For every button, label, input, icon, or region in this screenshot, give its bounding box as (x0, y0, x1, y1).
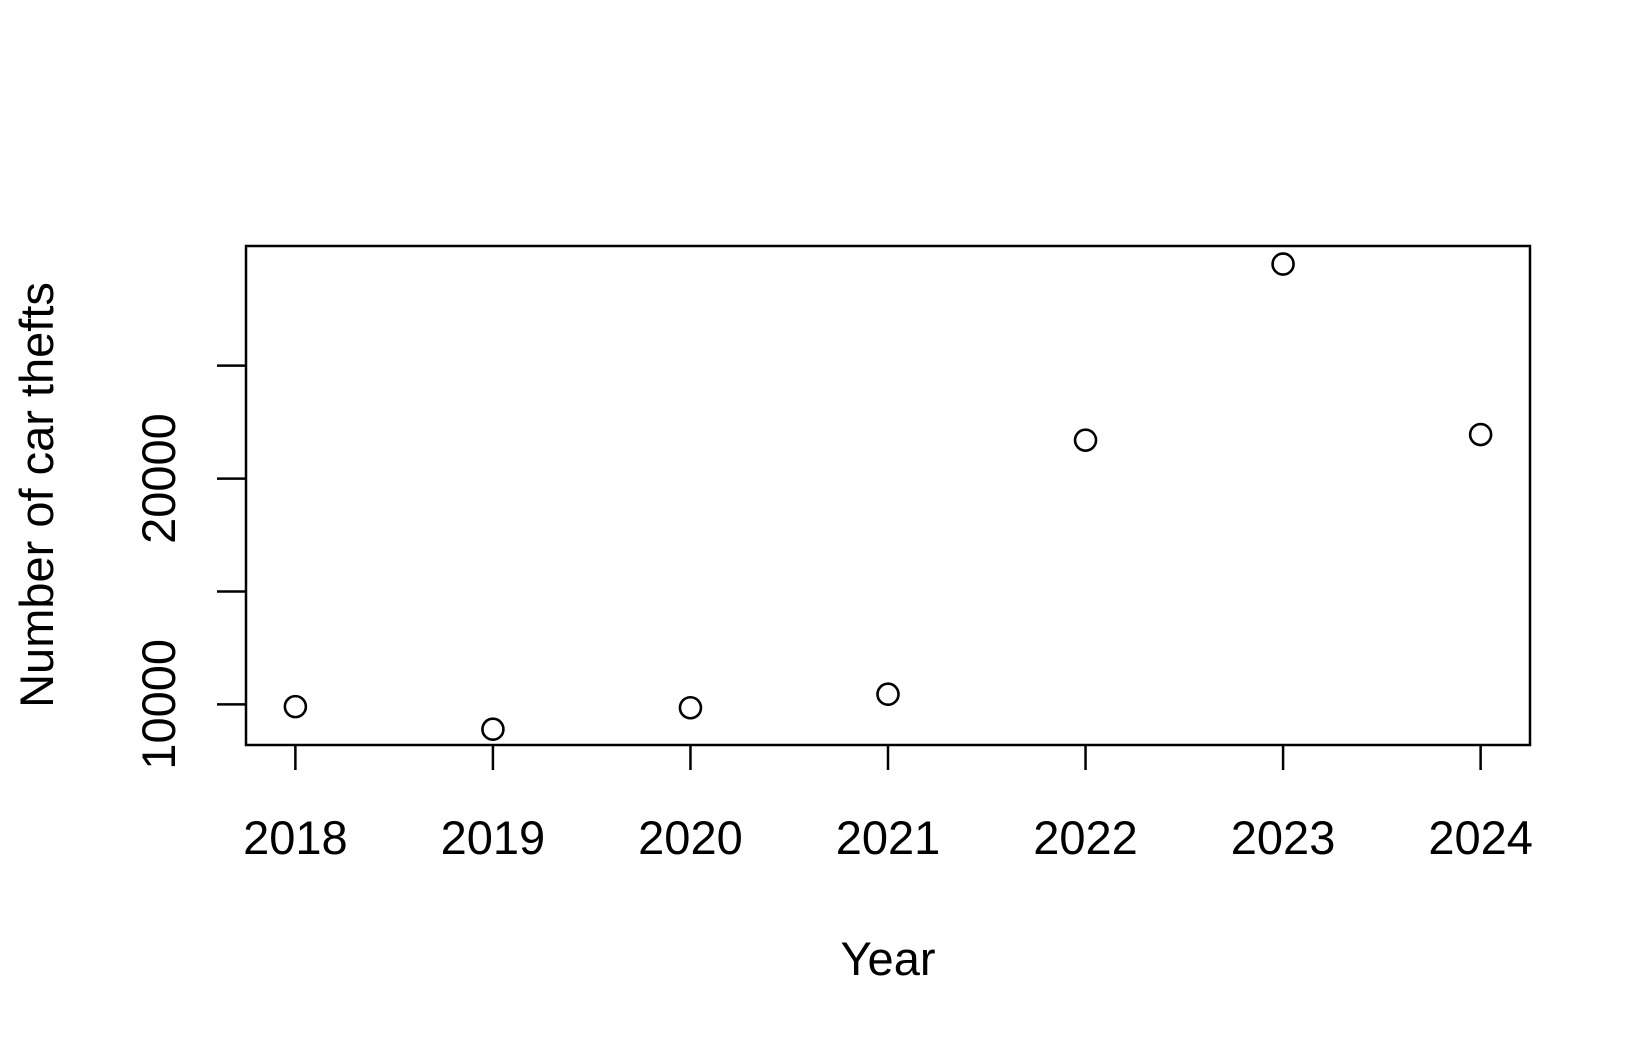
x-axis-title: Year (841, 932, 936, 985)
data-point (1073, 428, 1098, 452)
data-point (481, 717, 505, 741)
data-point (678, 695, 703, 720)
data-points (283, 252, 1493, 741)
x-tick-label: 2022 (1033, 811, 1138, 864)
x-tick-label: 2023 (1231, 811, 1336, 864)
x-tick-label: 2024 (1428, 811, 1533, 864)
data-point (1468, 422, 1493, 447)
x-tick-label: 2018 (243, 811, 348, 864)
y-tick-label: 10000 (132, 639, 185, 770)
y-axis: 10000 20000 (132, 364, 246, 770)
data-point (876, 682, 900, 706)
y-axis-title: Number of car thefts (10, 282, 63, 708)
x-tick-label: 2019 (441, 811, 546, 864)
x-tick-label: 2021 (836, 811, 941, 864)
data-point (283, 694, 308, 719)
y-tick-label: 20000 (132, 413, 185, 544)
data-point (1271, 252, 1295, 276)
x-axis: 2018 2019 2020 2021 2022 2023 2024 (243, 745, 1533, 864)
x-tick-label: 2020 (638, 811, 743, 864)
